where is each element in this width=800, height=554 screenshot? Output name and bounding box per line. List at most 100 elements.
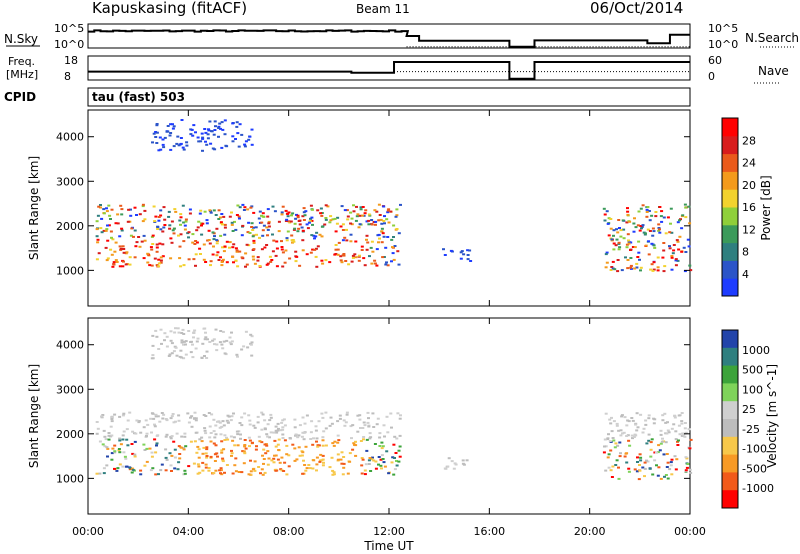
scatter-cell [245, 263, 249, 266]
scatter-cell [352, 442, 356, 445]
scatter-cell [124, 252, 128, 255]
scatter-cell [663, 265, 667, 268]
scatter-cell [664, 474, 668, 476]
scatter-cell [342, 466, 346, 469]
scatter-cell [96, 214, 100, 217]
scatter-cell [199, 140, 203, 143]
scatter-cell [386, 211, 390, 214]
scatter-cell [175, 432, 179, 435]
scatter-cell [270, 459, 274, 462]
scatter-cell [678, 219, 681, 222]
scatter-cell [162, 226, 166, 229]
scatter-cell [225, 240, 229, 243]
scatter-cell [155, 335, 159, 338]
scatter-cell [240, 234, 244, 237]
scatter-cell [200, 440, 204, 443]
scatter-cell [320, 235, 324, 238]
scatter-cell [615, 424, 619, 427]
scatter-cell [659, 429, 663, 432]
scatter-cell [217, 259, 221, 261]
scatter-cell [607, 234, 611, 237]
scatter-cell [300, 435, 304, 438]
scatter-cell [380, 454, 384, 457]
scatter-cell [663, 475, 666, 478]
colorbar-segment [722, 135, 738, 155]
scatter-cell [193, 329, 197, 332]
scatter-cell [238, 206, 242, 209]
scatter-cell [121, 438, 125, 441]
scatter-cell [307, 464, 311, 466]
scatter-cell [120, 208, 124, 211]
scatter-cell [258, 440, 262, 443]
scatter-cell [173, 467, 177, 470]
scatter-cell [231, 135, 235, 138]
scatter-cell [110, 420, 114, 423]
scatter-cell [250, 205, 254, 208]
freq-label-2: [MHz] [6, 68, 38, 81]
scatter-cell [310, 208, 314, 211]
scatter-cell [200, 132, 204, 135]
scatter-cell [267, 457, 271, 460]
scatter-cell [276, 422, 280, 425]
scatter-cell [197, 448, 201, 451]
scatter-cell [338, 414, 342, 417]
scatter-cell [182, 221, 186, 224]
scatter-cell [330, 456, 334, 459]
scatter-cell [686, 463, 690, 465]
scatter-cell [271, 233, 274, 236]
scatter-cell [230, 452, 234, 455]
scatter-cell [348, 452, 352, 455]
scatter-cell [689, 269, 693, 272]
scatter-cell [633, 267, 637, 270]
scatter-cell [685, 457, 689, 460]
scatter-cell [371, 456, 374, 459]
scatter-cell [220, 146, 224, 149]
scatter-cell [625, 243, 629, 246]
scatter-cell [637, 251, 641, 254]
scatter-cell [387, 221, 391, 224]
scatter-cell [617, 429, 621, 432]
scatter-cell [281, 419, 285, 422]
colorbar-segment [722, 224, 738, 244]
scatter-cell [272, 431, 276, 434]
scatter-cell [375, 210, 379, 213]
scatter-cell [609, 422, 613, 425]
scatter-cell [130, 443, 134, 445]
scatter-cell [609, 469, 613, 472]
scatter-cell [158, 420, 162, 423]
scatter-cell [146, 252, 150, 255]
scatter-cell [184, 445, 188, 448]
scatter-cell [142, 426, 146, 429]
scatter-cell [395, 228, 399, 230]
x-tick-label: 00:00 [72, 525, 104, 538]
scatter-cell [159, 228, 163, 231]
scatter-cell [142, 257, 146, 260]
scatter-cell [269, 416, 273, 419]
scatter-cell [280, 240, 283, 243]
scatter-cell [645, 459, 648, 462]
scatter-cell [220, 451, 224, 454]
scatter-cell [371, 250, 375, 253]
scatter-cell [236, 132, 240, 135]
colorbar-segment [722, 278, 738, 297]
scatter-cell [181, 204, 185, 207]
x-tick-label: 12:00 [373, 525, 405, 538]
x-tick-label: 08:00 [273, 525, 305, 538]
colorbar-tick-label: 16 [742, 201, 756, 214]
scatter-cell [298, 264, 302, 267]
scatter-cell [392, 236, 395, 238]
scatter-cell [315, 469, 318, 472]
scatter-cell [128, 256, 132, 259]
scatter-cell [267, 220, 271, 223]
scatter-cell [305, 467, 309, 470]
scatter-cell [214, 214, 218, 216]
scatter-cell [333, 440, 337, 443]
scatter-cell [167, 355, 171, 357]
scatter-cell [183, 435, 187, 438]
colorbar-tick-label: 1000 [742, 344, 770, 357]
scatter-cell [343, 236, 347, 239]
scatter-cell [382, 220, 386, 222]
scatter-cell [380, 222, 384, 225]
scatter-cell [98, 440, 102, 443]
